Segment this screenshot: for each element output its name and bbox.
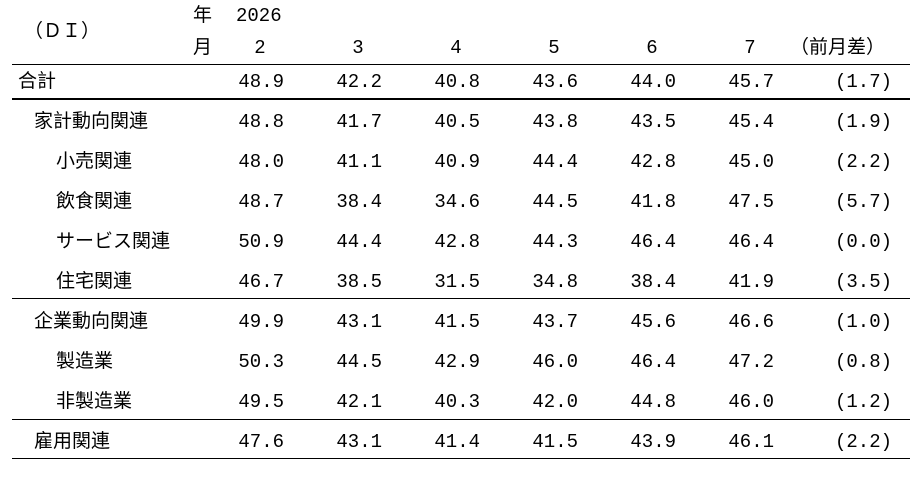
table-cell: 44.3 [532, 231, 578, 253]
table-cell: 45.0 [728, 151, 774, 173]
row-label-services: サービス関連 [56, 230, 171, 252]
table-cell: 41.9 [728, 271, 774, 293]
diff-cell: (1.7) [834, 71, 892, 93]
table-cell: 49.9 [238, 311, 284, 333]
table-cell: 42.8 [630, 151, 676, 173]
table-cell: 46.0 [728, 391, 774, 413]
table-cell: 43.5 [630, 111, 676, 133]
table-cell: 45.4 [728, 111, 774, 133]
table-cell: 46.7 [238, 271, 284, 293]
table-cell: 44.5 [532, 191, 578, 213]
table-cell: 41.5 [532, 431, 578, 453]
month-label: 月 [193, 36, 213, 58]
table-cell: 43.9 [630, 431, 676, 453]
table-cell: 42.9 [434, 351, 480, 373]
month-header: 6 [646, 37, 658, 59]
bottom-rule [12, 458, 910, 459]
table-cell: 47.5 [728, 191, 774, 213]
table-cell: 43.1 [336, 431, 382, 453]
diff-cell: (0.0) [834, 231, 892, 253]
year-label: 年 [193, 4, 213, 26]
row-label-housing: 住宅関連 [56, 270, 133, 292]
row-label-employment: 雇用関連 [34, 430, 111, 452]
table-cell: 46.4 [630, 231, 676, 253]
row-label-non-manufacturing: 非製造業 [56, 390, 133, 412]
table-cell: 40.8 [434, 71, 480, 93]
row-label-retail: 小売関連 [56, 150, 133, 172]
table-cell: 50.3 [238, 351, 284, 373]
table-cell: 40.3 [434, 391, 480, 413]
diff-cell: (1.9) [834, 111, 892, 133]
table-cell: 34.6 [434, 191, 480, 213]
table-cell: 41.5 [434, 311, 480, 333]
diff-cell: (3.5) [834, 271, 892, 293]
table-cell: 49.5 [238, 391, 284, 413]
table-cell: 40.5 [434, 111, 480, 133]
table-cell: 46.1 [728, 431, 774, 453]
table-cell: 48.7 [238, 191, 284, 213]
table-cell: 46.4 [728, 231, 774, 253]
table-cell: 45.7 [728, 71, 774, 93]
table-cell: 46.0 [532, 351, 578, 373]
table-cell: 40.9 [434, 151, 480, 173]
table-cell: 47.2 [728, 351, 774, 373]
table-cell: 43.8 [532, 111, 578, 133]
table-cell: 38.4 [336, 191, 382, 213]
table-cell: 44.0 [630, 71, 676, 93]
section-rule [12, 98, 910, 100]
header-rule [12, 64, 910, 65]
month-header: 5 [548, 37, 560, 59]
table-cell: 47.6 [238, 431, 284, 453]
month-header: 2 [254, 37, 266, 59]
section-rule [12, 419, 910, 420]
table-cell: 43.1 [336, 311, 382, 333]
table-cell: 48.0 [238, 151, 284, 173]
row-label-manufacturing: 製造業 [56, 350, 114, 372]
diff-cell: (2.2) [834, 151, 892, 173]
table-cell: 46.6 [728, 311, 774, 333]
table-cell: 38.4 [630, 271, 676, 293]
table-cell: 34.8 [532, 271, 578, 293]
section-rule [12, 298, 910, 299]
unit-label: （ＤＩ） [24, 20, 101, 42]
table-cell: 43.7 [532, 311, 578, 333]
diff-cell: (0.8) [834, 351, 892, 373]
table-cell: 38.5 [336, 271, 382, 293]
table-cell: 44.5 [336, 351, 382, 373]
table-cell: 41.1 [336, 151, 382, 173]
table-cell: 41.7 [336, 111, 382, 133]
diff-cell: (1.2) [834, 391, 892, 413]
table-cell: 44.4 [532, 151, 578, 173]
diff-cell: (1.0) [834, 311, 892, 333]
table-cell: 31.5 [434, 271, 480, 293]
table-cell: 44.8 [630, 391, 676, 413]
month-header: 3 [352, 37, 364, 59]
row-label-total: 合計 [18, 70, 57, 92]
row-label-corporate: 企業動向関連 [34, 310, 149, 332]
month-header: 7 [744, 37, 756, 59]
table-cell: 43.6 [532, 71, 578, 93]
table-cell: 44.4 [336, 231, 382, 253]
table-cell: 42.1 [336, 391, 382, 413]
table-cell: 41.4 [434, 431, 480, 453]
table-cell: 46.4 [630, 351, 676, 373]
table-cell: 50.9 [238, 231, 284, 253]
table-cell: 45.6 [630, 311, 676, 333]
diff-cell: (2.2) [834, 431, 892, 453]
table-cell: 42.8 [434, 231, 480, 253]
row-label-food: 飲食関連 [56, 190, 133, 212]
table-cell: 42.0 [532, 391, 578, 413]
diff-header: （前月差） [790, 36, 886, 58]
month-header: 4 [450, 37, 462, 59]
table-cell: 42.2 [336, 71, 382, 93]
diff-cell: (5.7) [834, 191, 892, 213]
table-cell: 41.8 [630, 191, 676, 213]
year-value: 2026 [236, 5, 282, 27]
row-label-household: 家計動向関連 [34, 110, 149, 132]
table-cell: 48.9 [238, 71, 284, 93]
table-cell: 48.8 [238, 111, 284, 133]
